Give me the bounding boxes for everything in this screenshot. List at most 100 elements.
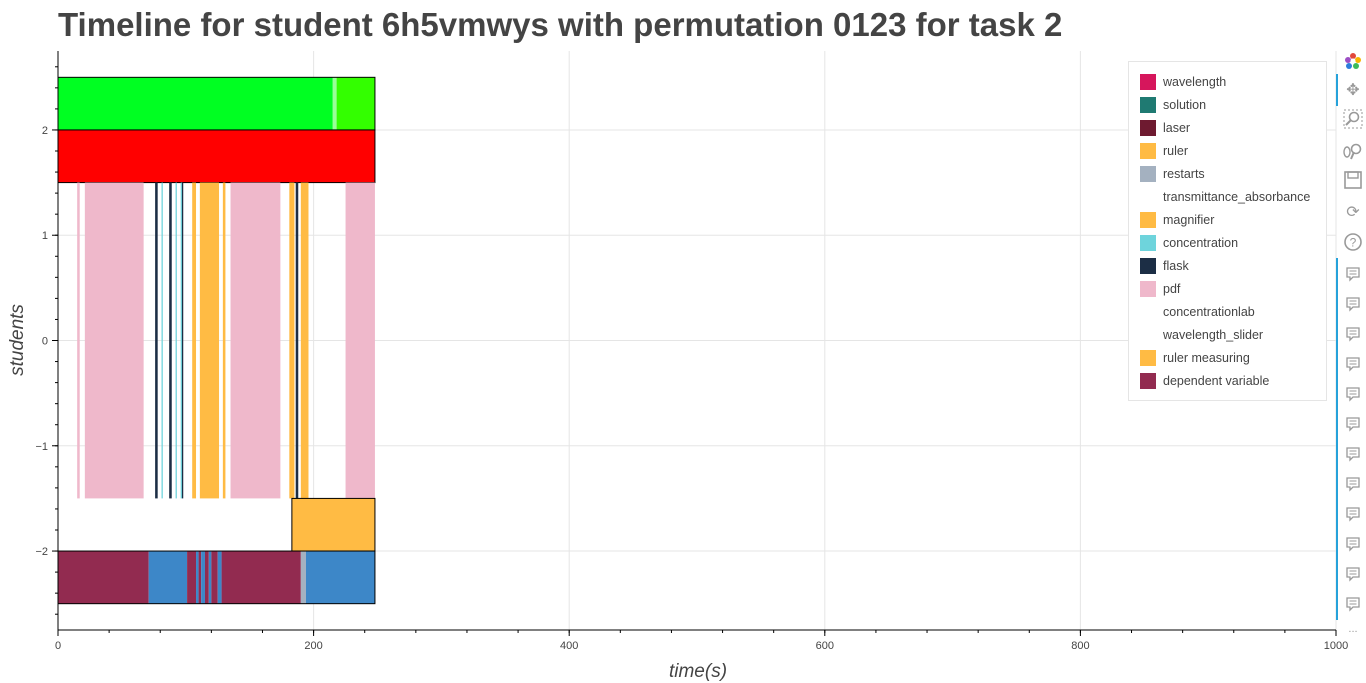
svg-text:?: ? bbox=[1350, 236, 1357, 250]
legend-item[interactable]: solution bbox=[1140, 95, 1206, 115]
timeline-segment bbox=[332, 77, 337, 130]
timeline-segment bbox=[155, 182, 158, 499]
reset-icon[interactable]: ⟳ bbox=[1346, 204, 1360, 221]
timeline-segment bbox=[148, 551, 188, 604]
x-axis-label: time(s) bbox=[669, 661, 727, 682]
x-tick-label: 400 bbox=[560, 640, 578, 652]
hover-icon[interactable] bbox=[1342, 503, 1364, 525]
legend-swatch bbox=[1140, 143, 1156, 159]
x-tick-label: 200 bbox=[304, 640, 322, 652]
timeline-segment bbox=[221, 551, 301, 604]
chart-title: Timeline for student 6h5vmwys with permu… bbox=[58, 6, 1063, 43]
legend-label: concentration bbox=[1163, 236, 1239, 250]
more-tools-icon[interactable]: ... bbox=[1348, 623, 1358, 635]
legend-swatch bbox=[1140, 189, 1156, 205]
wheel-zoom-icon[interactable] bbox=[1342, 140, 1364, 162]
legend-label: ruler bbox=[1163, 144, 1189, 158]
legend-label: ruler measuring bbox=[1163, 351, 1250, 365]
timeline-segment bbox=[58, 77, 333, 130]
timeline-segment bbox=[291, 498, 375, 552]
timeline-segment bbox=[199, 182, 220, 499]
timeline-segment bbox=[300, 551, 306, 604]
legend-swatch bbox=[1140, 304, 1156, 320]
timeline-segment bbox=[295, 182, 299, 499]
legend-item[interactable]: dependent variable bbox=[1140, 371, 1269, 391]
legend-item[interactable]: concentration bbox=[1140, 233, 1238, 253]
timeline-segment bbox=[204, 551, 209, 604]
x-tick-label: 0 bbox=[55, 640, 61, 652]
legend-item[interactable]: laser bbox=[1140, 118, 1190, 138]
timeline-segment bbox=[192, 182, 197, 499]
legend-item[interactable]: transmittance_absorbance bbox=[1140, 187, 1310, 207]
legend-label: laser bbox=[1163, 121, 1191, 135]
hover-icon[interactable] bbox=[1342, 443, 1364, 465]
legend-swatch bbox=[1140, 235, 1156, 251]
legend-label: restarts bbox=[1163, 167, 1205, 181]
hover-icon[interactable] bbox=[1342, 473, 1364, 495]
legend-label: magnifier bbox=[1163, 213, 1215, 227]
hover-icon[interactable] bbox=[1342, 293, 1364, 315]
pan-icon[interactable]: ✥ bbox=[1346, 82, 1360, 99]
hover-icon[interactable] bbox=[1342, 593, 1364, 615]
timeline-bars bbox=[57, 76, 376, 605]
timeline-segment bbox=[345, 182, 375, 499]
legend-swatch bbox=[1140, 350, 1156, 366]
legend-item[interactable]: ruler measuring bbox=[1140, 348, 1250, 368]
x-tick-label: 600 bbox=[816, 640, 834, 652]
timeline-segment bbox=[180, 182, 182, 499]
legend-item[interactable]: wavelength bbox=[1140, 72, 1226, 92]
legend-label: concentrationlab bbox=[1163, 305, 1255, 319]
timeline-segment bbox=[169, 182, 172, 499]
timeline-segment bbox=[217, 551, 222, 604]
legend-swatch bbox=[1140, 281, 1156, 297]
hover-icon[interactable] bbox=[1342, 533, 1364, 555]
y-tick-label: −2 bbox=[35, 546, 48, 558]
hover-icon[interactable] bbox=[1342, 563, 1364, 585]
legend-label: wavelength bbox=[1163, 75, 1227, 89]
timeline-segment bbox=[305, 551, 375, 604]
legend-swatch bbox=[1140, 120, 1156, 136]
legend-swatch bbox=[1140, 373, 1156, 389]
help-icon[interactable]: ? bbox=[1342, 231, 1364, 253]
timeline-segment bbox=[198, 551, 202, 604]
axes: 0 200 400 600 800 1000 −2 −1 0 1 2 bbox=[35, 51, 1348, 652]
legend-swatch bbox=[1140, 74, 1156, 90]
hover-icon[interactable] bbox=[1342, 383, 1364, 405]
toolbar: ✥ ⟳?... bbox=[1336, 48, 1366, 683]
legend-label: solution bbox=[1163, 98, 1207, 112]
legend-item[interactable]: magnifier bbox=[1140, 210, 1214, 230]
timeline-segment bbox=[289, 182, 295, 499]
legend-item[interactable]: concentrationlab bbox=[1140, 302, 1255, 322]
hover-icon[interactable] bbox=[1342, 353, 1364, 375]
legend-item[interactable]: ruler bbox=[1140, 141, 1188, 161]
timeline-segment bbox=[201, 551, 205, 604]
legend-item[interactable]: restarts bbox=[1140, 164, 1205, 184]
y-tick-label: 1 bbox=[42, 230, 48, 242]
legend-item[interactable]: wavelength_slider bbox=[1140, 325, 1263, 345]
timeline-segment bbox=[208, 551, 212, 604]
save-icon[interactable] bbox=[1342, 169, 1364, 191]
legend-swatch bbox=[1140, 212, 1156, 228]
legend-swatch bbox=[1140, 166, 1156, 182]
toolbar-hover-indicator bbox=[1336, 258, 1338, 620]
timeline-segment bbox=[58, 129, 375, 183]
hover-icon[interactable] bbox=[1342, 323, 1364, 345]
timeline-segment bbox=[175, 182, 177, 499]
timeline-segment bbox=[84, 182, 144, 499]
legend-item[interactable]: flask bbox=[1140, 256, 1189, 276]
hover-icon[interactable] bbox=[1342, 413, 1364, 435]
box-zoom-icon[interactable] bbox=[1342, 108, 1364, 130]
x-tick-label: 1000 bbox=[1324, 640, 1348, 652]
legend-item[interactable]: pdf bbox=[1140, 279, 1180, 299]
timeline-segment bbox=[187, 551, 197, 604]
bokeh-logo-icon[interactable] bbox=[1342, 50, 1364, 72]
hover-icon[interactable] bbox=[1342, 263, 1364, 285]
timeline-segment bbox=[196, 551, 199, 604]
timeline-segment bbox=[161, 182, 163, 499]
timeline-segment bbox=[181, 182, 184, 499]
y-tick-label: −1 bbox=[35, 441, 48, 453]
legend-label: transmittance_absorbance bbox=[1163, 190, 1311, 204]
legend-label: pdf bbox=[1163, 282, 1181, 296]
legend-label: dependent variable bbox=[1163, 374, 1270, 388]
